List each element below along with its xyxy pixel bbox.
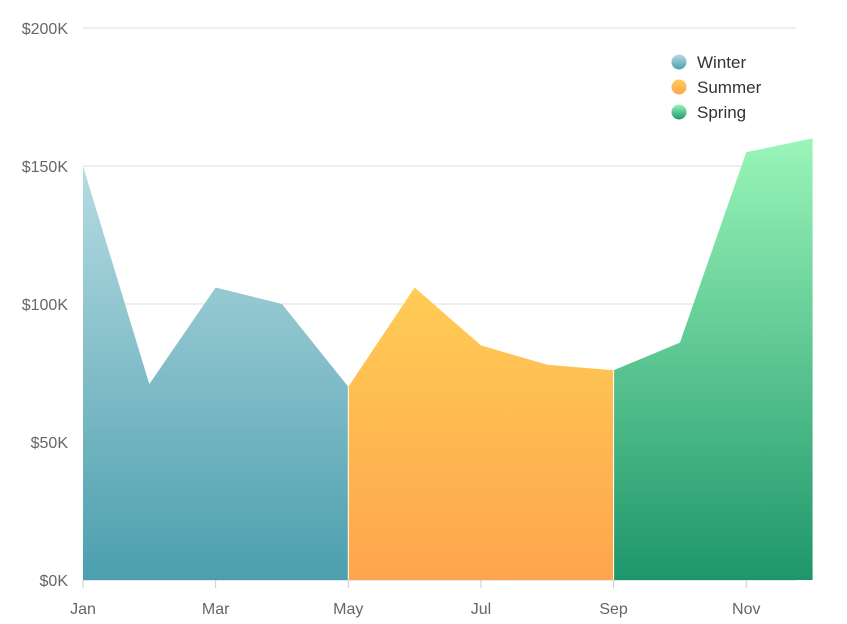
x-tick-label: Mar [202,601,230,618]
x-tick-label: Jul [471,601,491,618]
legend-label-summer[interactable]: Summer [697,78,762,97]
x-tick-label: Jan [70,601,96,618]
area-series-winter [83,166,349,580]
y-tick-label: $0K [40,573,69,590]
area-series-summer [348,287,614,580]
legend-marker-summer[interactable] [671,79,687,95]
x-tick-label: May [333,601,363,618]
legend-marker-spring[interactable] [671,104,687,120]
x-axis: Jan Mar May Jul Sep Nov [70,580,760,618]
y-tick-label: $50K [31,435,69,452]
y-tick-label: $200K [22,21,69,38]
legend-marker-winter[interactable] [671,54,687,70]
x-tick-label: Sep [599,601,628,618]
legend-label-winter[interactable]: Winter [697,53,746,72]
y-tick-label: $100K [22,297,69,314]
y-tick-label: $150K [22,159,69,176]
series-areas [83,138,813,580]
y-axis: $0K $50K $100K $150K $200K [22,21,69,590]
legend-label-spring[interactable]: Spring [697,103,746,122]
x-tick-label: Nov [732,601,760,618]
area-series-spring [613,138,813,580]
legend: Winter Summer Spring [671,53,762,122]
